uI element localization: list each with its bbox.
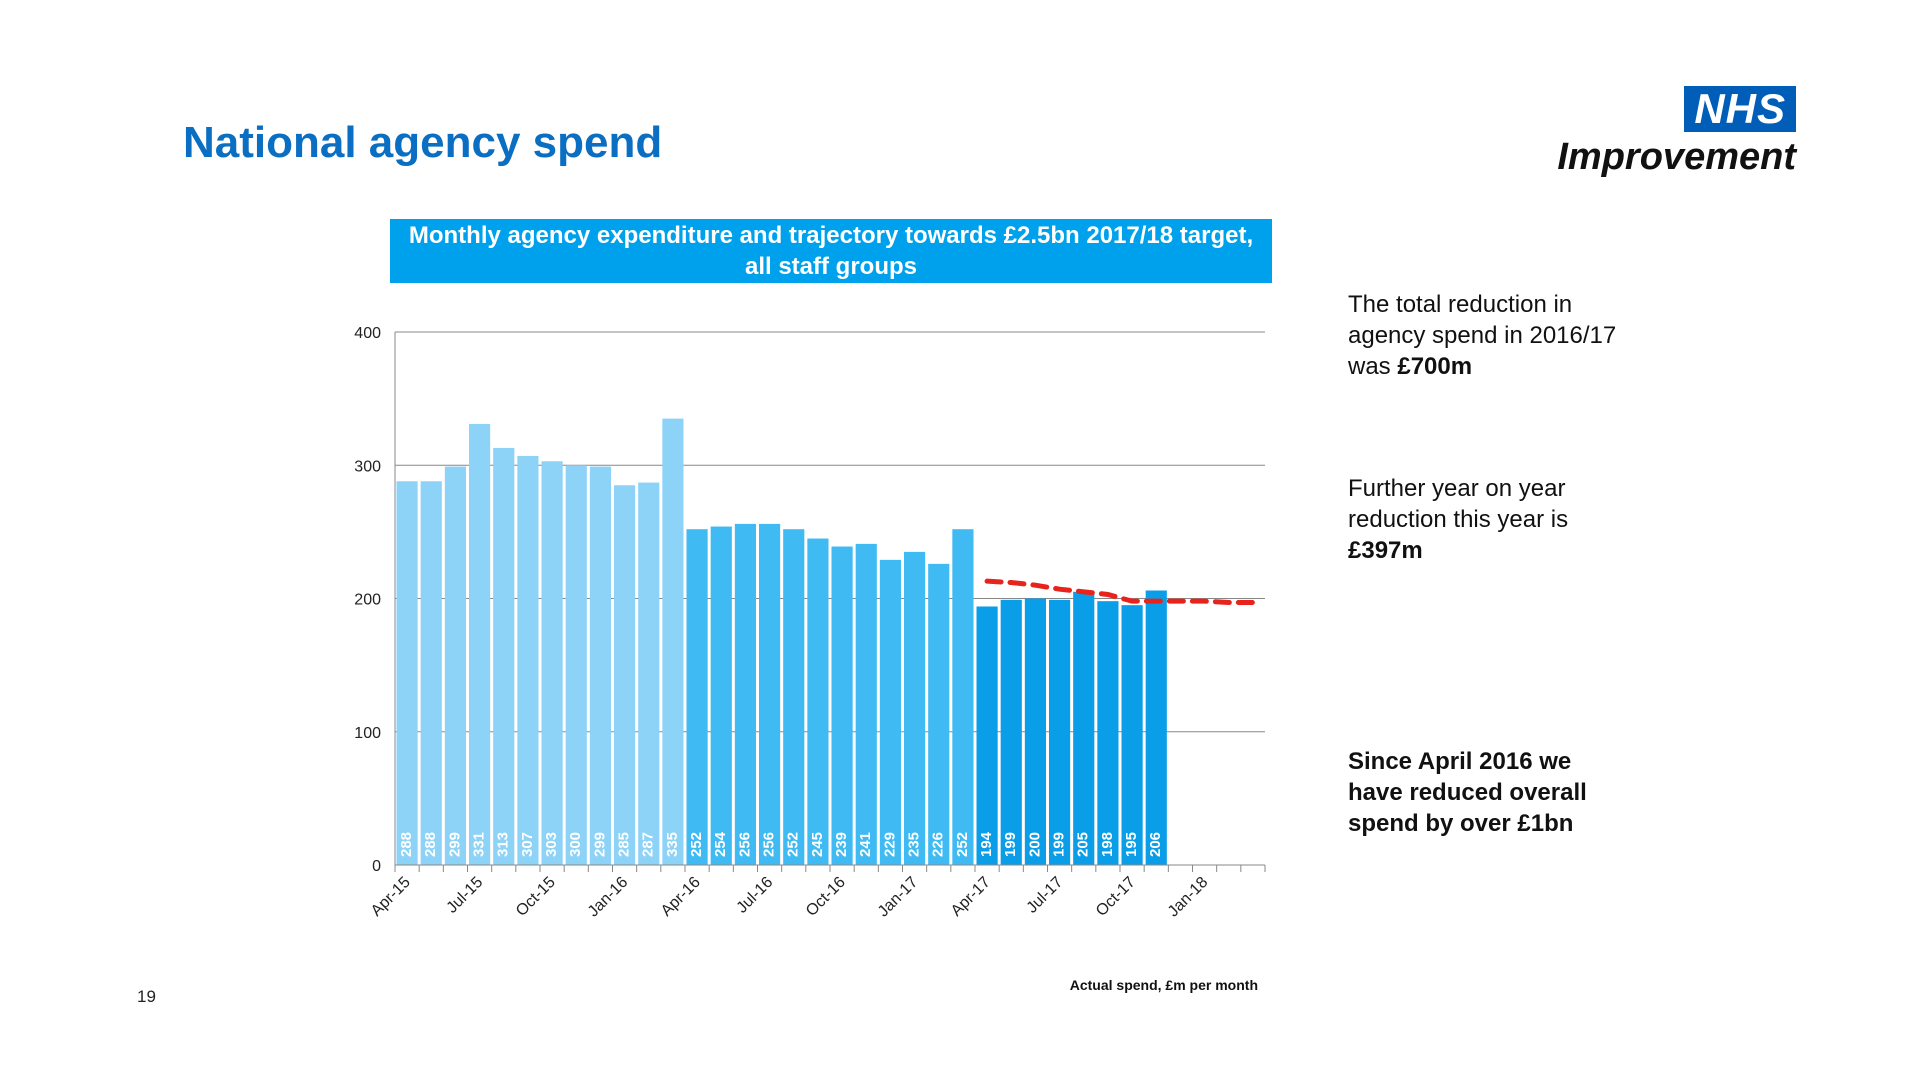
x-tick-label: Jan-18 [1165,874,1212,921]
y-tick-label: 100 [354,725,381,742]
x-tick-label: Jul-17 [1024,874,1067,917]
nhs-improvement-logo: NHS Improvement [1478,86,1798,178]
bar [1145,590,1167,865]
bar-value-label: 331 [471,832,488,857]
bar [928,563,950,865]
bar-value-label: 256 [736,832,753,857]
side-note-value: £397m [1348,537,1423,564]
x-tick-label: Oct-17 [1093,874,1139,920]
bar [493,447,515,865]
bar [734,523,756,865]
bar-value-label: 239 [833,832,850,857]
side-note-year-on-year: Further year on year reduction this year… [1348,473,1628,566]
page-title: National agency spend [183,118,663,167]
x-tick-label: Apr-17 [948,874,994,920]
x-tick-label: Jan-16 [585,874,632,921]
bar [1000,599,1022,865]
bar-value-label: 241 [857,832,874,857]
y-tick-label: 0 [372,858,381,875]
bar-value-label: 313 [495,832,512,857]
x-tick-label: Apr-15 [368,874,414,920]
bar-value-label: 287 [640,832,657,857]
bar [904,551,926,865]
side-note-text: The total reduction in agency spend in 2… [1348,291,1617,380]
bar [638,482,660,865]
bar [952,529,974,865]
bar [976,606,998,865]
x-tick-label: Jul-16 [734,874,777,917]
bar-value-label: 307 [519,832,536,857]
bar [710,526,732,865]
bar [1097,601,1119,865]
bar [686,529,708,865]
bar-value-label: 235 [906,832,923,857]
bar-value-label: 226 [930,832,947,857]
bar [614,485,636,865]
bar [517,455,539,865]
chart-note: Actual spend, £m per month [1069,977,1258,993]
side-note-reduction: The total reduction in agency spend in 2… [1348,289,1628,382]
bar [420,481,442,865]
bar [1121,605,1143,865]
bar [1024,598,1046,865]
chart-title: Monthly agency expenditure and trajector… [390,219,1272,283]
page-number: 19 [137,987,156,1006]
bar-value-label: 199 [1002,832,1019,857]
bar-value-label: 303 [543,832,560,857]
bar-value-label: 252 [785,832,802,857]
bar-value-label: 288 [422,832,439,857]
x-tick-label: Apr-16 [658,874,704,920]
trajectory-line [984,578,1256,605]
x-tick-label: Jan-17 [875,874,922,921]
bar [396,481,418,865]
y-tick-label: 300 [354,458,381,475]
bar-value-label: 206 [1147,832,1164,857]
bar-value-label: 299 [591,832,608,857]
side-note-text: Further year on year reduction this year… [1348,475,1569,533]
bar [469,423,491,865]
bar-value-label: 198 [1099,832,1116,857]
bar-value-label: 200 [1026,832,1043,857]
x-tick-label: Jul-15 [444,874,487,917]
bar-value-label: 300 [567,832,584,857]
nhs-logo-box: NHS [1684,86,1796,132]
logo-improvement-text: Improvement [1557,136,1796,178]
bar-value-label: 254 [712,831,729,857]
bar [444,466,466,865]
bar [807,538,829,865]
bar [662,418,684,865]
bar-value-label: 199 [1051,832,1068,857]
x-tick-label: Oct-15 [513,874,559,920]
bar [565,465,587,865]
bar [855,543,877,865]
side-note-value: £700m [1397,353,1473,380]
bar-value-label: 285 [616,832,633,857]
bar-value-label: 195 [1123,832,1140,857]
bar-value-label: 194 [978,831,995,857]
bar-value-label: 229 [881,832,898,857]
bar-value-label: 252 [688,832,705,857]
bar [831,546,853,865]
bar-value-label: 205 [1075,832,1092,857]
bar [1049,599,1071,865]
bar [759,523,781,865]
bar [879,559,901,865]
bar-value-label: 256 [761,832,778,857]
y-tick-label: 200 [354,592,381,609]
bar-value-label: 288 [398,832,415,857]
bar-value-label: 252 [954,832,971,857]
bar [783,529,805,865]
bar [541,461,563,865]
bar-value-label: 299 [446,832,463,857]
x-tick-label: Oct-16 [803,874,849,920]
y-tick-label: 400 [354,325,381,342]
chart-title-text: Monthly agency expenditure and trajector… [408,222,1254,280]
bar [1073,591,1095,865]
side-note-since-2016: Since April 2016 we have reduced overall… [1348,748,1587,837]
bar [589,466,611,865]
bar-value-label: 245 [809,832,826,857]
bar-value-label: 335 [664,832,681,857]
